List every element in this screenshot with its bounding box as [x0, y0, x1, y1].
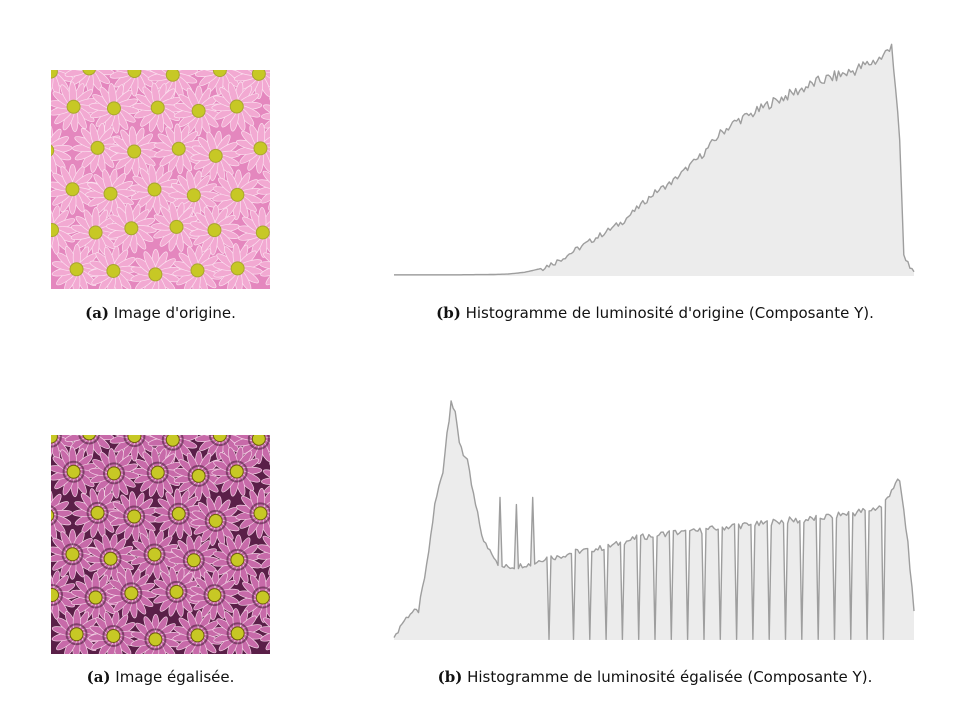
flower: [132, 82, 184, 133]
flower: [85, 168, 136, 219]
flower: [256, 170, 270, 211]
caption-text: Image égalisée.: [110, 668, 235, 686]
flower: [51, 125, 73, 175]
flower: [147, 70, 198, 101]
equalized-luminance-histogram: [393, 390, 915, 640]
flower: [88, 610, 139, 654]
flower: [147, 435, 198, 466]
flower: [234, 70, 270, 100]
flower: [129, 529, 180, 580]
flower: [173, 85, 224, 137]
flower: [70, 207, 121, 258]
flower: [51, 490, 73, 540]
equalized-flower-image: [51, 435, 270, 654]
flower: [51, 608, 102, 654]
histogram-area: [394, 44, 914, 276]
flower: [109, 491, 160, 542]
flower: [259, 617, 270, 651]
flower: [130, 249, 181, 289]
flower: [64, 435, 115, 459]
flower: [212, 608, 263, 654]
flower: [172, 610, 223, 654]
flower: [106, 203, 157, 254]
flower: [109, 126, 160, 177]
equalized-histogram-caption: (b) Histogramme de luminosité égalisée (…: [390, 668, 920, 686]
flower: [172, 245, 223, 289]
flower: [237, 572, 270, 623]
caption-text: Image d'origine.: [109, 304, 236, 322]
flower: [235, 488, 270, 539]
flower: [51, 70, 77, 97]
flower: [237, 207, 270, 258]
flower: [212, 534, 263, 586]
flower: [235, 123, 270, 174]
flower: [189, 204, 240, 256]
subfigure-tag: (a): [85, 304, 110, 322]
flower: [70, 572, 121, 623]
flower: [212, 169, 263, 221]
flower: [51, 81, 99, 133]
flower: [88, 83, 140, 134]
flower: [190, 130, 241, 181]
flower: [189, 569, 240, 621]
histogram-outline: [393, 400, 915, 640]
subfigure-tag: (a): [86, 668, 111, 686]
flower: [106, 568, 157, 619]
flower: [51, 570, 78, 620]
flower: [194, 70, 245, 96]
flower: [153, 488, 204, 540]
caption-text: Histogramme de luminosité d'origine (Com…: [460, 304, 874, 322]
flower: [88, 448, 140, 499]
caption-text: Histogramme de luminosité égalisée (Comp…: [462, 668, 873, 686]
flower: [211, 81, 263, 132]
flower: [259, 252, 270, 286]
flower: [151, 567, 202, 617]
original-flower-image: [51, 70, 270, 289]
original-histogram-caption: (b) Histogramme de luminosité d'origine …: [390, 304, 920, 322]
flower: [194, 435, 245, 461]
flower: [212, 243, 263, 289]
flower: [129, 164, 180, 215]
flower: [72, 488, 123, 538]
flower: [234, 435, 270, 465]
histogram-outline: [394, 43, 915, 276]
original-image-caption: (a) Image d'origine.: [51, 304, 270, 322]
flower: [130, 614, 181, 654]
flower: [132, 447, 184, 498]
subfigure-tag: (b): [436, 304, 461, 322]
flower: [88, 245, 139, 289]
flower: [153, 123, 204, 175]
flower: [256, 535, 270, 576]
flower: [211, 446, 263, 497]
flower: [85, 533, 136, 584]
flower: [51, 446, 99, 498]
subfigure-tag: (b): [437, 668, 463, 686]
flower: [190, 495, 241, 546]
flower: [51, 205, 78, 255]
original-luminance-histogram: [394, 24, 915, 276]
equalized-image-caption: (a) Image égalisée.: [51, 668, 270, 686]
